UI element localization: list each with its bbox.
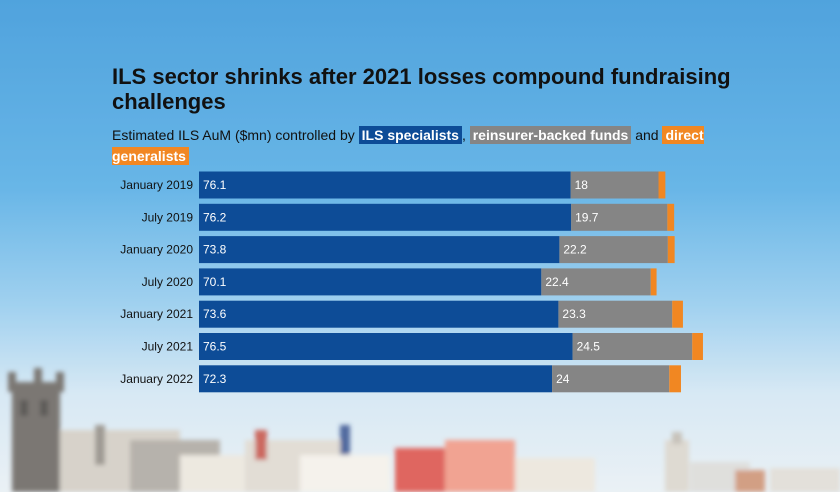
bar-ils-specialists [199,236,560,264]
bar-reinsurer-backed-funds [541,268,651,296]
data-label-reinsurer-backed-funds: 22.2 [563,243,587,257]
bar-direct-generalists [692,333,703,360]
legend-tag-ils-specialists: ILS specialists [358,126,462,144]
bar-reinsurer-backed-funds [559,236,668,264]
data-label-reinsurer-backed-funds: 24 [556,372,570,386]
data-label-reinsurer-backed-funds: 19.7 [575,210,599,224]
bar-direct-generalists [667,236,675,264]
data-label-ils-specialists: 76.1 [203,178,227,192]
bar-direct-generalists [672,300,683,328]
category-label: January 2021 [120,307,193,321]
bar-direct-generalists [669,365,681,393]
bar-direct-generalists [650,268,657,296]
bar-ils-specialists [199,365,553,393]
data-label-reinsurer-backed-funds: 18 [575,178,589,192]
bar-ils-specialists [199,300,559,328]
chart-title: ILS sector shrinks after 2021 losses com… [112,64,731,114]
subtitle-and: and [631,127,663,143]
bar-ils-specialists [199,171,571,199]
data-label-ils-specialists: 73.6 [203,307,227,321]
data-label-reinsurer-backed-funds: 22.4 [545,275,569,289]
bar-reinsurer-backed-funds [572,333,693,360]
bar-reinsurer-backed-funds [570,171,659,199]
data-label-ils-specialists: 73.8 [203,243,227,257]
data-label-ils-specialists: 76.5 [203,340,227,354]
bar-reinsurer-backed-funds [552,365,670,393]
bar-ils-specialists [199,333,573,360]
category-label: January 2022 [120,372,193,386]
category-label: January 2019 [120,178,193,192]
category-label: July 2021 [142,340,194,354]
data-label-reinsurer-backed-funds: 23.3 [562,307,586,321]
data-label-reinsurer-backed-funds: 24.5 [577,340,601,354]
data-label-ils-specialists: 70.1 [203,275,227,289]
category-label: July 2020 [142,275,194,289]
category-label: July 2019 [142,210,194,224]
bar-direct-generalists [658,171,666,199]
bar-reinsurer-backed-funds [571,203,668,231]
data-label-ils-specialists: 76.2 [203,210,227,224]
data-label-ils-specialists: 72.3 [203,372,227,386]
bar-reinsurer-backed-funds [558,300,673,328]
subtitle-prefix: Estimated ILS AuM ($mn) controlled by [112,127,359,143]
bar-ils-specialists [199,268,542,296]
legend-tag-reinsurer-backed-funds: reinsurer-backed funds [469,126,632,144]
chart-subtitle: Estimated ILS AuM ($mn) controlled by IL… [112,125,752,167]
bar-ils-specialists [199,203,572,231]
bar-direct-generalists [667,203,675,231]
subtitle-separator: , [461,127,466,143]
category-label: January 2020 [120,243,193,257]
